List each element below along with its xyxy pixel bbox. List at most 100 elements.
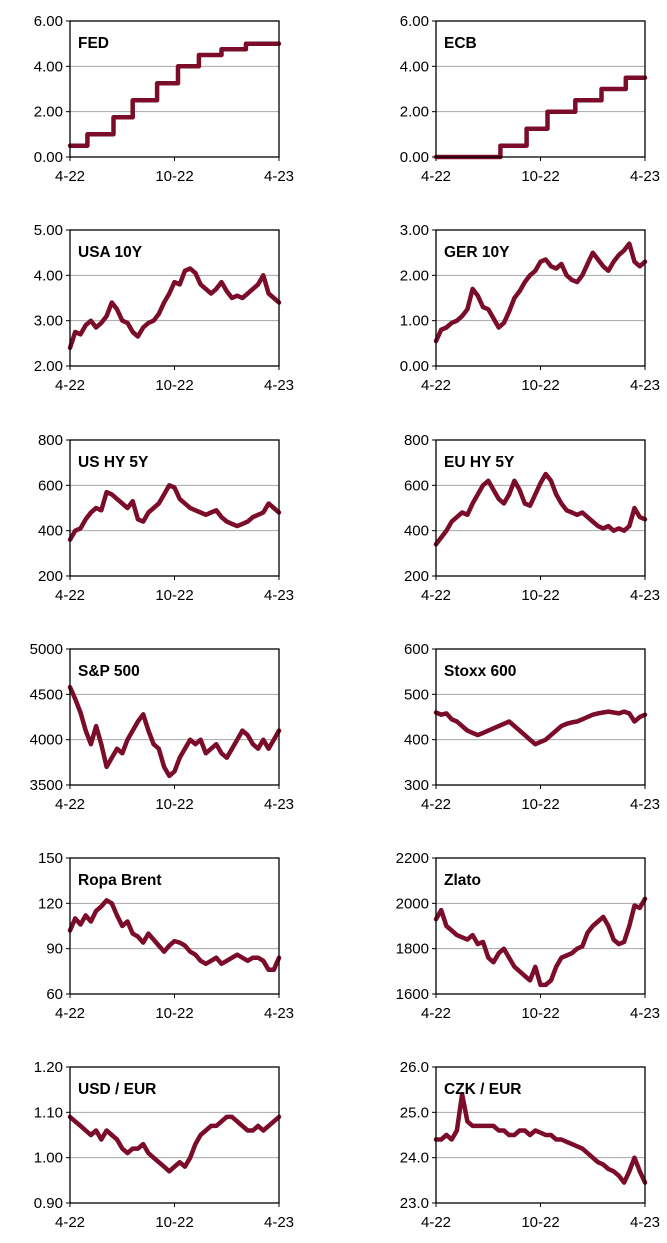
chart-title: ECB bbox=[444, 35, 477, 52]
y-tick-label: 5.00 bbox=[34, 222, 63, 239]
y-tick-label: 200 bbox=[404, 568, 429, 585]
y-tick-label: 120 bbox=[38, 895, 63, 912]
chart-panel-usa-10y: 2.00 3.00 4.00 5.00 4-22 10-22 4-23 USA 10Y bbox=[34, 222, 294, 394]
series-line-eu-hy-5y bbox=[433, 471, 648, 547]
x-tick-label: 4-23 bbox=[264, 168, 294, 185]
x-tick-label: 4-22 bbox=[55, 587, 85, 604]
y-tick-label: 150 bbox=[38, 850, 63, 867]
y-tick-label: 400 bbox=[38, 523, 63, 540]
series-line-ger-10y bbox=[433, 241, 648, 344]
chart-panel-s-p-500: 3500 4000 4500 5000 4-22 10-22 4-23 S&P 500 bbox=[30, 641, 294, 813]
chart-title: Zlato bbox=[444, 872, 481, 889]
y-tick-label: 0.00 bbox=[400, 358, 429, 375]
y-tick-label: 1800 bbox=[396, 941, 429, 958]
y-tick-label: 1.00 bbox=[34, 1150, 63, 1167]
y-tick-label: 300 bbox=[404, 777, 429, 794]
y-tick-label: 1.10 bbox=[34, 1104, 63, 1121]
y-tick-label: 1.00 bbox=[400, 313, 429, 330]
x-tick-label: 10-22 bbox=[155, 168, 193, 185]
y-tick-label: 4.00 bbox=[400, 58, 429, 75]
chart-panel-zlato: 1600 1800 2000 2200 4-22 10-22 4-23 Zlato bbox=[396, 850, 660, 1022]
y-tick-label: 24.0 bbox=[400, 1150, 429, 1167]
x-tick-label: 4-23 bbox=[630, 1005, 660, 1022]
plot-frame bbox=[435, 20, 646, 158]
series-line-usd-eur bbox=[67, 1114, 282, 1174]
y-tick-label: 0.00 bbox=[34, 149, 63, 166]
series-line-usa-10y bbox=[67, 266, 282, 351]
y-tick-label: 600 bbox=[38, 477, 63, 494]
y-tick-label: 25.0 bbox=[400, 1104, 429, 1121]
y-tick-label: 200 bbox=[38, 568, 63, 585]
chart-title: Stoxx 600 bbox=[444, 663, 516, 680]
chart-panel-ropa-brent: 60 90 120 150 4-22 10-22 4-23 Ropa Brent bbox=[38, 850, 294, 1022]
series-line-ropa-brent bbox=[67, 898, 282, 973]
x-tick-label: 10-22 bbox=[155, 377, 193, 394]
y-tick-label: 800 bbox=[38, 432, 63, 449]
x-tick-label: 4-23 bbox=[264, 587, 294, 604]
y-tick-label: 0.00 bbox=[400, 149, 429, 166]
x-tick-label: 4-22 bbox=[421, 587, 451, 604]
y-tick-label: 4000 bbox=[30, 732, 63, 749]
x-tick-label: 4-22 bbox=[421, 796, 451, 813]
series-line-s-p-500 bbox=[67, 684, 282, 779]
x-tick-label: 4-22 bbox=[55, 796, 85, 813]
plot-frame bbox=[435, 229, 646, 367]
x-tick-label: 4-23 bbox=[630, 168, 660, 185]
x-tick-label: 4-23 bbox=[264, 1005, 294, 1022]
x-tick-label: 10-22 bbox=[155, 1005, 193, 1022]
x-tick-label: 4-23 bbox=[630, 377, 660, 394]
plot-frame bbox=[435, 439, 646, 577]
x-tick-label: 10-22 bbox=[155, 1214, 193, 1231]
chart-title: USD / EUR bbox=[78, 1081, 156, 1098]
y-tick-label: 1.20 bbox=[34, 1059, 63, 1076]
series-line-us-hy-5y bbox=[67, 483, 282, 542]
chart-title: Ropa Brent bbox=[78, 872, 162, 889]
plot-frame bbox=[435, 1066, 646, 1204]
chart-title: USA 10Y bbox=[78, 244, 143, 261]
y-tick-label: 2.00 bbox=[400, 104, 429, 121]
chart-title: FED bbox=[78, 35, 109, 52]
plot-frame bbox=[69, 20, 280, 158]
series-line-czk-eur bbox=[433, 1091, 648, 1185]
x-tick-label: 4-22 bbox=[55, 1214, 85, 1231]
series-line-zlato bbox=[433, 896, 648, 988]
y-tick-label: 500 bbox=[404, 686, 429, 703]
x-tick-label: 4-22 bbox=[55, 1005, 85, 1022]
y-tick-label: 3.00 bbox=[34, 313, 63, 330]
x-tick-label: 10-22 bbox=[521, 796, 559, 813]
y-tick-label: 600 bbox=[404, 641, 429, 658]
x-tick-label: 10-22 bbox=[521, 587, 559, 604]
series-line-ecb bbox=[433, 75, 648, 160]
x-tick-label: 4-23 bbox=[630, 796, 660, 813]
chart-panel-ger-10y: 0.00 1.00 2.00 3.00 4-22 10-22 4-23 GER 10Y bbox=[400, 222, 660, 394]
x-tick-label: 4-22 bbox=[421, 168, 451, 185]
y-tick-label: 800 bbox=[404, 432, 429, 449]
chart-title: US HY 5Y bbox=[78, 454, 149, 471]
plot-frame bbox=[69, 648, 280, 786]
series-line-fed bbox=[67, 41, 282, 148]
x-tick-label: 4-23 bbox=[264, 1214, 294, 1231]
chart-panel-us-hy-5y: 200 400 600 800 4-22 10-22 4-23 US HY 5Y bbox=[38, 432, 294, 604]
x-tick-label: 4-23 bbox=[264, 796, 294, 813]
y-tick-label: 6.00 bbox=[34, 13, 63, 30]
y-tick-label: 90 bbox=[46, 941, 63, 958]
y-tick-label: 400 bbox=[404, 523, 429, 540]
y-tick-label: 3.00 bbox=[400, 222, 429, 239]
plot-frame bbox=[69, 229, 280, 367]
y-tick-label: 1600 bbox=[396, 986, 429, 1003]
y-tick-label: 2000 bbox=[396, 895, 429, 912]
y-tick-label: 60 bbox=[46, 986, 63, 1003]
chart-panel-eu-hy-5y: 200 400 600 800 4-22 10-22 4-23 EU HY 5Y bbox=[404, 432, 660, 604]
chart-panel-usd-eur: 0.90 1.00 1.10 1.20 4-22 10-22 4-23 USD / EUR bbox=[34, 1059, 294, 1231]
y-tick-label: 4.00 bbox=[34, 267, 63, 284]
y-tick-label: 5000 bbox=[30, 641, 63, 658]
y-tick-label: 0.90 bbox=[34, 1195, 63, 1212]
x-tick-label: 10-22 bbox=[521, 377, 559, 394]
chart-panel-czk-eur: 23.0 24.0 25.0 26.0 4-22 10-22 4-23 CZK / EUR bbox=[400, 1059, 660, 1231]
x-tick-label: 10-22 bbox=[521, 1214, 559, 1231]
y-tick-label: 400 bbox=[404, 732, 429, 749]
chart-title: GER 10Y bbox=[444, 244, 510, 261]
x-tick-label: 10-22 bbox=[155, 796, 193, 813]
